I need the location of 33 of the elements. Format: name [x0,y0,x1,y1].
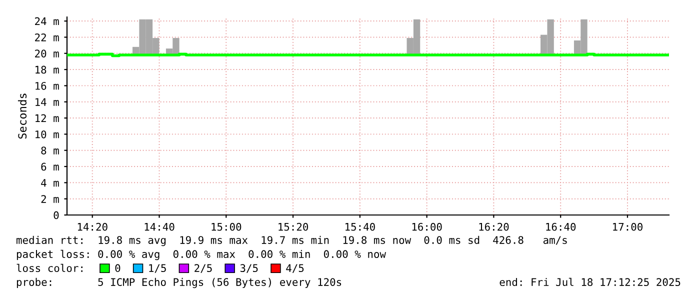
y-tick-label: 20 m [35,50,59,58]
x-tick-label: 16:20 [479,222,509,231]
legend-label: 0 [115,264,120,272]
x-tick-label: 15:40 [346,222,375,231]
legend-label: 4/5 [286,264,304,273]
y-axis-title: Seconds [18,94,27,139]
x-tick-label: 17:00 [613,222,642,231]
text: end: Fri Jul 18 17:12:25 2025 [500,278,680,286]
legend-label: 1/5 [149,264,166,273]
x-tick-label: 15:20 [278,222,308,231]
y-tick-label: 24 m [35,17,59,26]
text: probe: 5 ICMP Echo Pings (56 Bytes) every 120s [16,278,342,288]
legend-title: loss color: [16,264,82,272]
x-tick-label: 15:00 [212,222,242,231]
text: packet loss: 0.00 % avg 0.00 % max 0.00 % min 0.00 % now [16,250,386,260]
y-tick-label: 22 m [35,33,59,42]
y-tick-label: 6 m [41,162,59,171]
legend-label: 2/5 [194,264,212,273]
y-tick-label: 16 m [36,82,59,90]
legend-label: 3/5 [240,264,258,273]
y-tick-label: 10 m [36,130,59,138]
x-tick-label: 16:40 [546,222,576,231]
x-tick-label: 14:40 [144,222,174,231]
y-tick-label: 18 m [36,66,59,74]
text: median rtt: 19.8 ms avg 19.9 ms max 19.7 ms min 19.8 ms now 0.0 ms sd 426.8 am/s [16,236,567,246]
y-tick-label: 14 m [36,98,59,106]
y-tick-label: 0 [54,211,59,220]
y-tick-label: 2 m [41,195,59,203]
y-tick-label: 12 m [36,114,59,122]
x-tick-label: 16:00 [412,222,442,231]
x-tick-label: 14:20 [78,222,108,231]
y-tick-label: 8 m [41,146,59,154]
y-tick-label: 4 m [41,179,59,187]
